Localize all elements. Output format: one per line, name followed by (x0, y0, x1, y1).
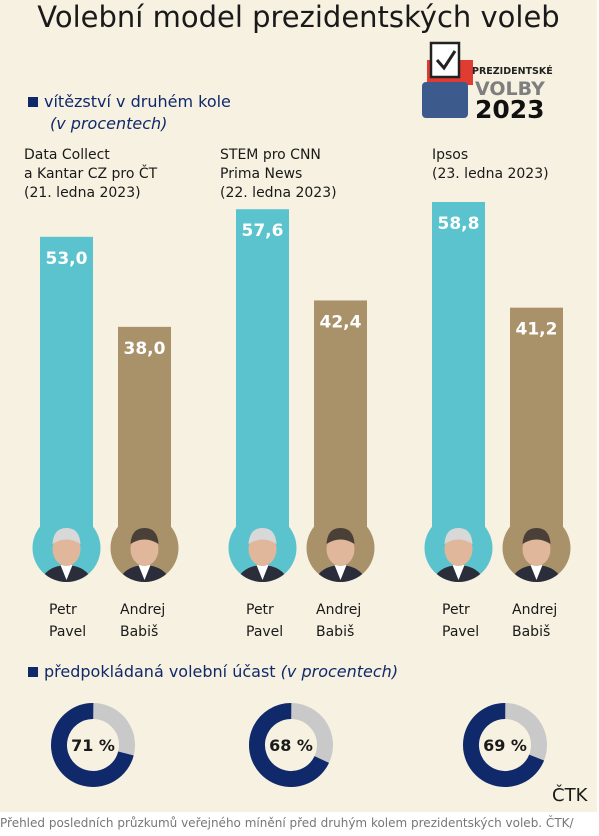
poll-label-3: Ipsos (23. ledna 2023) (432, 147, 549, 182)
pavel-portrait-2 (228, 514, 297, 582)
source-credit: ČTK (552, 785, 588, 806)
candidate-label-pavel-1: Petr Pavel (49, 602, 87, 640)
ballot-box (422, 82, 468, 118)
footer-caption: Přehled posledních průzkumů veřejného mí… (0, 816, 574, 830)
bar-babis-2 (314, 300, 367, 555)
value-label-babis-1: 38,0 (124, 339, 166, 359)
candidate-label-babis-2: Andrej Babiš (316, 602, 362, 640)
ballot-paper (429, 41, 461, 79)
bar-babis-3 (510, 307, 563, 555)
turnout-donut-3: 69 % (463, 703, 547, 787)
election-logo: PREZIDENTSKÉ VOLBY 2023 (422, 41, 553, 124)
pavel-portrait-3 (424, 514, 493, 582)
turnout-donut-1: 71 % (51, 703, 136, 787)
poll-label-2: STEM pro CNN Prima News (22. ledna 2023) (220, 147, 337, 201)
logo-text-3: 2023 (475, 95, 545, 124)
value-label-babis-2: 42,4 (320, 312, 362, 332)
page-title: Volební model prezidentských voleb (37, 0, 560, 34)
section-runoff-unit: (v procentech) (50, 114, 168, 133)
value-label-pavel-2: 57,6 (242, 221, 284, 241)
turnout-arc-2 (249, 703, 333, 787)
turnout-arc-3 (463, 703, 547, 787)
bar-pavel-3 (432, 202, 485, 555)
section-runoff-title: vítězství v druhém kole (44, 92, 231, 111)
turnout-donut-2: 68 % (249, 703, 333, 787)
turnout-label-1: 71 % (71, 736, 115, 755)
checkmark-icon (435, 50, 457, 71)
babis-portrait-1 (110, 514, 179, 582)
value-label-pavel-1: 53,0 (46, 249, 88, 269)
babis-portrait-3 (502, 514, 571, 582)
poll-label-1: Data Collect a Kantar CZ pro ČT (21. led… (24, 147, 158, 201)
section-turnout-title: předpokládaná volební účast (v procentec… (44, 662, 399, 681)
candidate-label-babis-3: Andrej Babiš (512, 602, 558, 640)
babis-portrait-2 (306, 514, 375, 582)
logo-text-2: VOLBY (475, 78, 545, 100)
turnout-label-3: 69 % (483, 736, 527, 755)
bar-pavel-2 (236, 209, 289, 555)
pavel-portrait-1 (32, 514, 101, 582)
turnout-arc-1 (51, 703, 136, 787)
candidate-label-pavel-2: Petr Pavel (246, 602, 284, 640)
value-label-babis-3: 41,2 (516, 320, 558, 340)
chart-panel (0, 0, 597, 812)
logo-text-1: PREZIDENTSKÉ (472, 65, 553, 77)
value-label-pavel-3: 58,8 (438, 214, 480, 234)
bar-pavel-1 (40, 236, 93, 555)
candidate-label-babis-1: Andrej Babiš (120, 602, 166, 640)
section-bullet (28, 97, 38, 107)
turnout-label-2: 68 % (269, 736, 313, 755)
candidate-label-pavel-3: Petr Pavel (442, 602, 480, 640)
section-bullet (28, 667, 38, 677)
